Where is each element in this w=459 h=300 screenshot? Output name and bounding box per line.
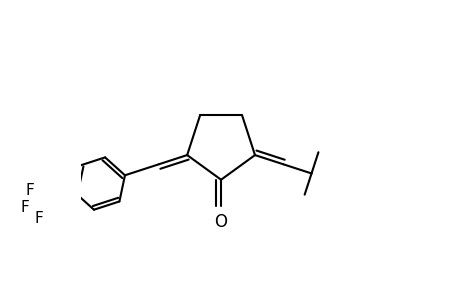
Text: O: O: [214, 213, 227, 231]
Text: F: F: [26, 183, 34, 198]
Text: F: F: [21, 200, 29, 215]
Text: F: F: [35, 211, 44, 226]
